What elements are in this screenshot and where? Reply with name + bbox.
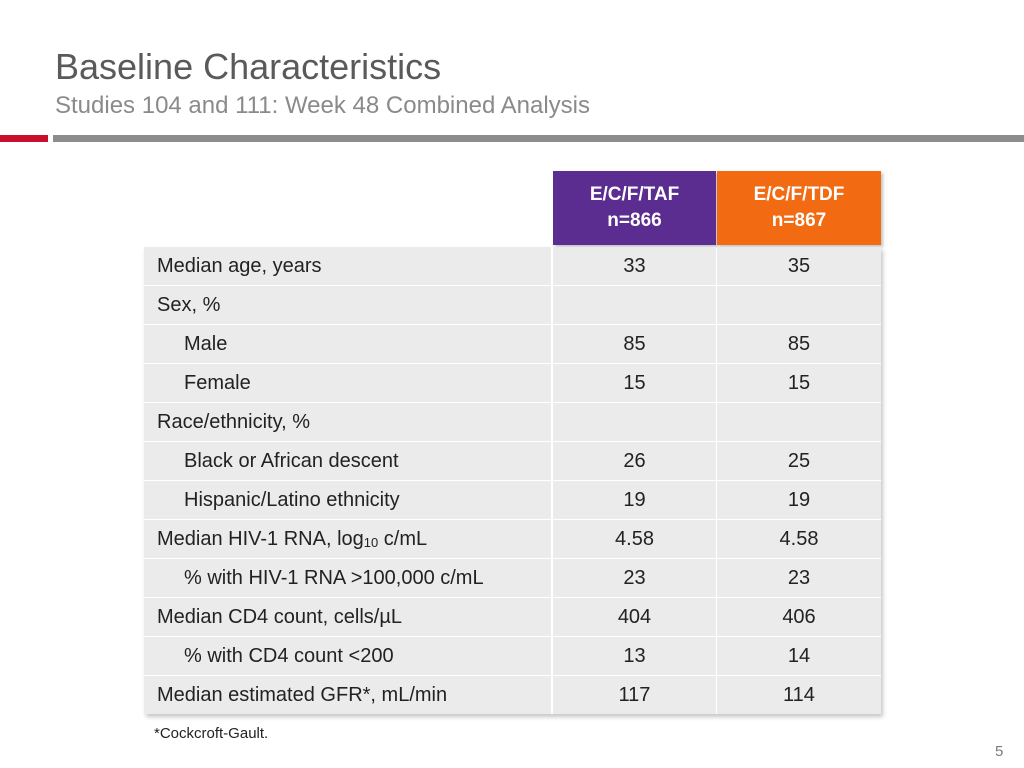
table-row: % with CD4 count <200 13 14: [144, 637, 881, 675]
table-body: Median age, years 33 35 Sex, % Male 85 85 Femal…: [144, 247, 881, 714]
table-row: Median HIV-1 RNA, log 10 c/mL 4.58 4.58: [144, 520, 881, 558]
row-label-text: Hispanic/Latino ethnicity: [184, 488, 400, 511]
row-label-text: % with HIV-1 RNA >100,000 c/mL: [184, 566, 484, 589]
row-label: Median estimated GFR*, mL/min: [144, 676, 551, 714]
row-label-text: Male: [184, 332, 228, 355]
cell-taf: 19: [553, 481, 716, 519]
cell-taf: 23: [553, 559, 716, 597]
row-label: Race/ethnicity, %: [144, 403, 551, 441]
cell-tdf: 15: [717, 364, 881, 402]
row-label-suffix: c/mL: [378, 527, 428, 550]
row-label-text: Median estimated GFR*, mL/min: [157, 683, 448, 706]
cell-taf: 15: [553, 364, 716, 402]
cell-tdf: 4.58: [717, 520, 881, 558]
accent-rule-red: [0, 135, 48, 142]
column-header-taf-n: n=866: [607, 210, 662, 231]
table-row: Median estimated GFR*, mL/min 117 114: [144, 676, 881, 714]
row-label: Median HIV-1 RNA, log 10 c/mL: [144, 520, 551, 558]
column-header-tdf-n: n=867: [771, 210, 827, 231]
table-row: Median age, years 33 35: [144, 247, 881, 285]
slide-title: Baseline Characteristics: [55, 46, 442, 87]
header-rule-gray: [53, 135, 1024, 142]
cell-tdf: 19: [717, 481, 881, 519]
row-label-text: Black or African descent: [184, 449, 399, 472]
row-label: Median age, years: [144, 247, 551, 285]
row-label: % with HIV-1 RNA >100,000 c/mL: [144, 559, 551, 597]
row-label: % with CD4 count <200: [144, 637, 551, 675]
footnote: *Cockcroft-Gault.: [154, 725, 269, 742]
row-label-text: Median age, years: [157, 254, 322, 277]
row-label-subscript: 10: [363, 534, 379, 550]
cell-tdf: [717, 286, 881, 324]
cell-taf: [553, 403, 716, 441]
cell-tdf: [717, 403, 881, 441]
table-row: Median CD4 count, cells/µL 404 406: [144, 598, 881, 636]
cell-tdf: 85: [717, 325, 881, 363]
cell-taf: 33: [553, 247, 716, 285]
cell-tdf: 35: [717, 247, 881, 285]
row-label: Female: [144, 364, 551, 402]
row-label: Black or African descent: [144, 442, 551, 480]
table-row: Male 85 85: [144, 325, 881, 363]
row-label-text: Sex, %: [157, 293, 221, 316]
column-header-taf: E/C/F/TAF n=866: [553, 171, 716, 245]
row-label-text: Median HIV-1 RNA, log: [157, 527, 364, 550]
cell-taf: 4.58: [553, 520, 716, 558]
page-number: 5: [995, 743, 1004, 760]
cell-taf: 117: [553, 676, 716, 714]
row-label: Male: [144, 325, 551, 363]
slide-subtitle: Studies 104 and 111: Week 48 Combined An…: [55, 92, 591, 119]
row-label: Median CD4 count, cells/µL: [144, 598, 551, 636]
cell-taf: 26: [553, 442, 716, 480]
cell-tdf: 25: [717, 442, 881, 480]
cell-taf: [553, 286, 716, 324]
table-row: Race/ethnicity, %: [144, 403, 881, 441]
table-row: Black or African descent 26 25: [144, 442, 881, 480]
cell-tdf: 114: [717, 676, 881, 714]
cell-taf: 13: [553, 637, 716, 675]
row-label-text: % with CD4 count <200: [184, 644, 394, 667]
table-row: Hispanic/Latino ethnicity 19 19: [144, 481, 881, 519]
row-label-text: Median CD4 count, cells/µL: [157, 605, 402, 628]
table-row: % with HIV-1 RNA >100,000 c/mL 23 23: [144, 559, 881, 597]
cell-tdf: 406: [717, 598, 881, 636]
column-header-tdf: E/C/F/TDF n=867: [717, 171, 881, 245]
table-row: Female 15 15: [144, 364, 881, 402]
row-label: Sex, %: [144, 286, 551, 324]
row-label: Hispanic/Latino ethnicity: [144, 481, 551, 519]
row-label-text: Race/ethnicity, %: [157, 410, 311, 433]
cell-taf: 404: [553, 598, 716, 636]
cell-taf: 85: [553, 325, 716, 363]
table-row: Sex, %: [144, 286, 881, 324]
cell-tdf: 14: [717, 637, 881, 675]
cell-tdf: 23: [717, 559, 881, 597]
row-label-text: Female: [184, 371, 251, 394]
column-header-taf-name: E/C/F/TAF: [589, 184, 680, 205]
column-header-tdf-name: E/C/F/TDF: [753, 184, 845, 205]
